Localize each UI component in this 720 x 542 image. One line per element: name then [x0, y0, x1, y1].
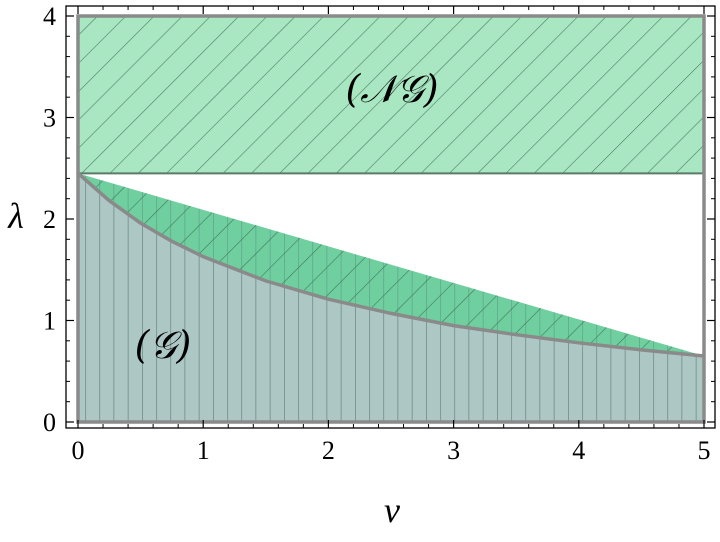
boundary-curve: [76, 171, 705, 358]
plot-frame: [65, 5, 716, 429]
regions-layer: [76, 16, 705, 422]
y-tick-label: 4: [43, 2, 56, 31]
region-ng-upper-hatch: [78, 16, 704, 174]
axis-ticks: 0 1 2 3 4 5 0 1 2 3 4: [43, 2, 715, 465]
y-tick-label: 3: [43, 104, 56, 133]
x-tick-label: 2: [322, 436, 335, 465]
x-tick-label: 0: [72, 436, 85, 465]
y-tick-label: 1: [43, 307, 56, 336]
y-tick-label: 2: [43, 205, 56, 234]
region-ng-label: (𝒩𝒢): [345, 67, 438, 111]
x-tick-label: 1: [197, 436, 210, 465]
x-tick-label: 5: [698, 436, 711, 465]
region-border: [76, 14, 706, 424]
region-g-label: (𝒢): [135, 323, 192, 367]
y-axis-label: λ: [7, 196, 24, 236]
x-axis-label: ν: [384, 490, 400, 530]
x-tick-label: 4: [572, 436, 585, 465]
region-g-hatch: [78, 173, 704, 422]
chart-labels: ν λ (𝒩𝒢) (𝒢): [7, 67, 438, 530]
axes-frame: [65, 5, 716, 429]
y-tick-label: 0: [43, 408, 56, 437]
x-tick-label: 3: [447, 436, 460, 465]
